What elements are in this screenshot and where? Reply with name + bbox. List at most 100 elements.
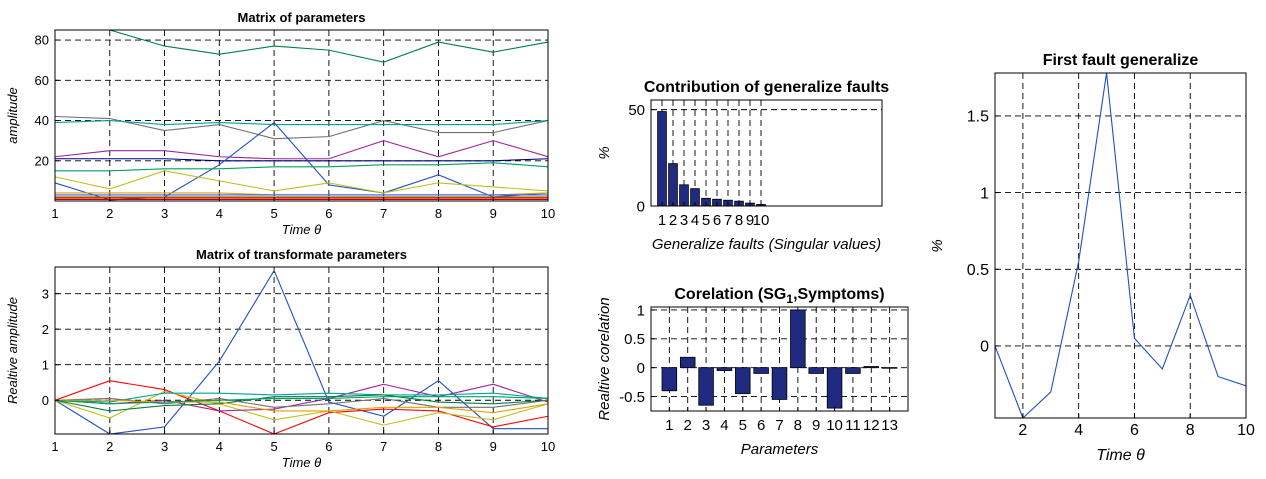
y-axis-label: Realtive corelation [596,297,613,420]
chart-title: Matrix of transformate parameters [196,247,407,262]
x-tick-label: 9 [490,439,497,454]
y-axis-label: amplitude [5,87,20,143]
x-tick-label: 8 [435,206,442,221]
bar-3 [698,367,714,406]
axes-box [994,72,1247,419]
x-tick-label: 8 [1186,422,1195,439]
x-tick-label: 4 [1074,422,1083,439]
x-tick-label: 1 [51,439,58,454]
series-line-1 [55,269,548,434]
x-tick-label: 6 [1130,422,1139,439]
y-axis-label: Realtive amplitude [5,297,20,404]
y-tick-label: 0.5 [624,331,645,348]
bar-6 [753,367,769,374]
x-tick-label: 6 [325,439,332,454]
series-group [55,30,548,201]
x-axis-label: Time θ [282,222,321,237]
axes-box [650,99,883,207]
x-tick-label: 8 [435,439,442,454]
series-line-1 [55,30,548,63]
x-tick-label: 6 [757,417,765,434]
chart-title: Corelation (SG1,Symptoms) [674,286,884,306]
series-line-8 [55,170,548,194]
x-tick-label: 5 [270,206,277,221]
x-tick-label: 2 [669,212,677,229]
x-tick-label: 4 [720,417,728,434]
series-line-8 [55,399,548,414]
x-tick-label: 7 [724,212,732,229]
x-tick-label: 5 [270,439,277,454]
bar-1 [657,111,667,207]
y-tick-label: 3 [42,286,49,301]
y-tick-label: 1 [980,185,989,202]
chart-title: Matrix of parameters [238,10,366,25]
x-tick-label: 1 [665,417,673,434]
x-tick-label: 13 [881,417,898,434]
series-line-1 [995,73,1246,418]
chart-title: Contribution of generalize faults [644,79,889,96]
y-tick-label: 40 [35,113,49,128]
y-tick-label: 80 [35,33,49,48]
y-tick-label: 2 [42,322,49,337]
series-line-7 [55,162,548,172]
bar-2 [679,356,696,369]
chart-contribution: 1 2 3 4 5 6 7 8 910 0 50 Contribution of generalize… [596,79,946,253]
series-group [55,269,548,434]
y-tick-label: 0.5 [967,262,989,279]
series-line-3 [55,390,548,426]
x-tick-label: 10 [541,206,555,221]
x-tick-label: 2 [106,206,113,221]
series-line-2 [55,380,548,434]
chart-matrix_params: 1 2 3 4 5 6 7 8 9 10 20 40 60 80 Matrix of parameters T… [5,10,555,237]
y-tick-label: 1 [42,357,49,372]
x-axis-label: Time θ [282,455,321,470]
bar-10 [826,367,843,409]
bar-9 [808,367,824,374]
x-tick-label: 10 [753,212,770,229]
x-tick-label: 2 [1018,422,1027,439]
x-tick-label: 9 [812,417,820,434]
chart-matrix_transformed: 1 2 3 4 5 6 7 8 9 10 0 1 2 3 Matrix of transformate pa… [5,247,555,470]
bar-13 [881,367,898,369]
y-tick-label: 1.5 [967,109,989,126]
x-tick-label: 1 [51,206,58,221]
bar-2 [668,163,678,207]
x-tick-label: 8 [794,417,802,434]
x-tick-label: 7 [380,439,387,454]
y-tick-label: 1 [637,302,645,319]
x-tick-label: 6 [713,212,721,229]
x-tick-label: 5 [702,212,710,229]
x-tick-label: 1 [658,212,666,229]
x-tick-label: 6 [325,206,332,221]
series-line-4 [55,140,548,160]
x-axis-label: Time θ [1096,447,1145,464]
x-tick-label: 10 [541,439,555,454]
x-tick-label: 3 [161,439,168,454]
x-tick-label: 2 [106,439,113,454]
x-tick-label: 9 [490,206,497,221]
x-tick-label: 4 [691,212,699,229]
y-tick-label: 0 [42,393,49,408]
x-tick-label: 11 [845,417,861,434]
x-tick-label: 2 [684,417,692,434]
series-line-2 [55,115,548,140]
x-tick-label: 7 [380,206,387,221]
x-tick-label: 4 [216,439,223,454]
series-line-9 [55,396,548,405]
chart-title: First fault generalize [1043,52,1199,69]
x-tick-label: 3 [680,212,688,229]
axes-box [54,29,549,202]
bar-11 [845,367,861,374]
bar-12 [863,366,880,369]
y-tick-label: 60 [35,73,49,88]
x-tick-label: 9 [746,212,754,229]
x-axis-label: Generalize faults (Singular values) [652,236,881,253]
bar-8 [790,309,806,369]
series-line-5 [55,392,548,403]
y-tick-label: 50 [628,102,645,119]
bar-4 [716,367,733,371]
y-tick-label: 0 [637,198,645,215]
bar-1 [661,367,678,392]
